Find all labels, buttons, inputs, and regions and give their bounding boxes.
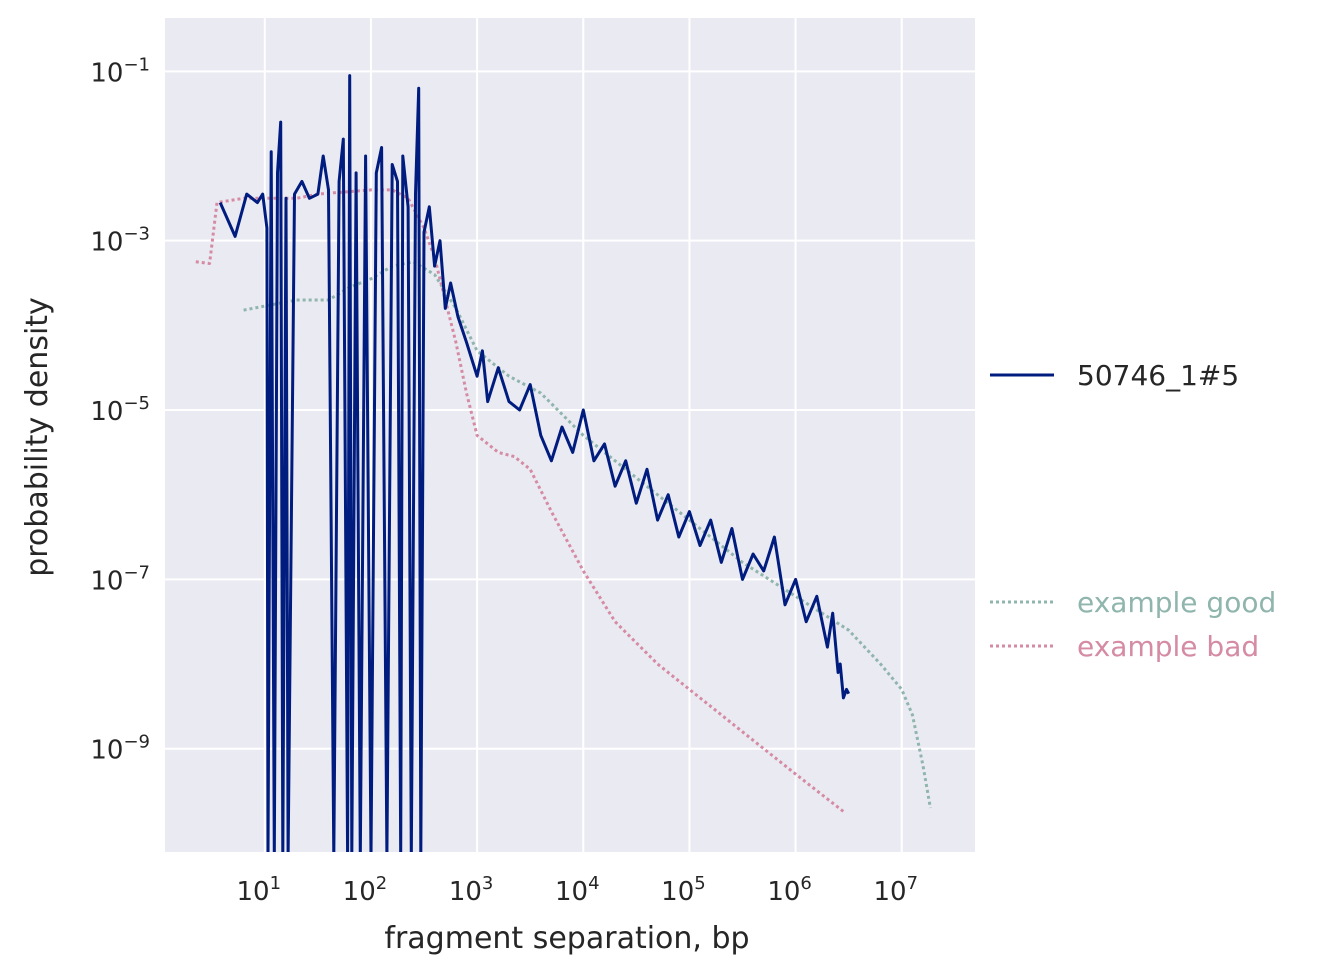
x-tick-label: 103 [449,873,494,907]
y-tick-labels: 10−1 10−3 10−5 10−7 10−9 [90,54,150,765]
y-tick-label: 10−3 [90,224,150,258]
y-axis-label: probability density [20,297,55,577]
legend-label: example good [1077,586,1276,619]
x-tick-label: 101 [237,873,282,907]
y-tick-label: 10−1 [90,54,150,88]
series-line-50746-1-5 [218,74,851,852]
series-lines [195,74,932,852]
legend-item: example bad [990,630,1259,663]
legend-label: 50746_1#5 [1077,359,1239,392]
x-tick-label: 106 [767,873,812,907]
x-tick-label: 107 [873,873,918,907]
x-tick-labels: 101 102 103 104 105 106 107 [237,873,919,907]
series-line-example-bad [195,188,847,815]
legend-item: 50746_1#5 [990,359,1239,392]
legend-label: example bad [1077,630,1259,663]
y-tick-label: 10−7 [90,562,150,596]
y-tick-label: 10−9 [90,732,150,766]
x-tick-label: 105 [661,873,706,907]
x-tick-label: 104 [555,873,600,907]
legend-item: example good [990,586,1276,619]
plot-background [165,18,975,852]
y-tick-label: 10−5 [90,393,150,427]
x-axis-label: fragment separation, bp [384,921,749,956]
series-line-example-good [243,260,932,809]
x-tick-label: 102 [343,873,388,907]
